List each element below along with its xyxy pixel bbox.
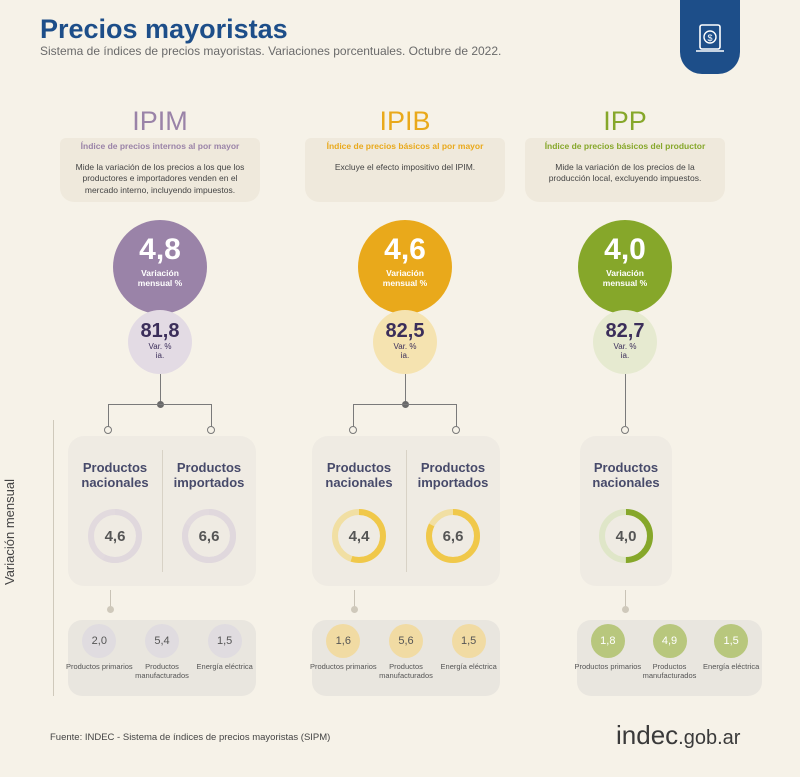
svg-text:$: $ [707,33,712,43]
vertical-label-bar [34,420,54,696]
product-ring [182,509,236,563]
subcategory-value: 4,9 [652,624,687,658]
product-label: Productos importados [173,460,245,491]
monthly-label: Variación mensual % [382,268,428,288]
product-ring [426,509,480,563]
connector-line [108,404,109,428]
product-value: 4,6 [104,528,126,545]
subcategory-value: 1,5 [451,624,486,658]
index-name-tag: Índice de precios básicos del productor [525,138,725,154]
annual-value: 81,8 [140,320,180,342]
column-title-ipim: IPIM [132,106,188,136]
connector-end [207,426,215,434]
price-tag-icon: $ [696,24,724,52]
subcategory-label: Productos primarios [65,662,133,671]
subcategory-value: 2,0 [82,624,117,658]
connector-end [452,426,460,434]
subcategory-value: 1,6 [326,624,361,658]
product-label: Productos nacionales [81,460,149,491]
subcategory-label: Productos manufacturados [642,662,697,680]
monthly-variation-circle: 4,6 Variación mensual % [358,220,452,314]
column-title-ipp: IPP [603,106,647,136]
panel-divider [162,450,163,572]
indec-logo: indec.gob.ar [616,720,740,751]
subcategory-label: Productos primarios [309,662,377,671]
connector-line [354,590,355,608]
connector-end [621,426,629,434]
subcategory-value: 1,8 [590,624,625,658]
connector-dot [351,606,358,613]
monthly-value: 4,0 [604,233,646,266]
subcategory-label: Productos manufacturados [379,662,433,680]
product-label: Productos nacionales [592,460,660,491]
connector-line [456,404,457,428]
product-label: Productos nacionales [325,460,393,491]
connector-line [353,404,354,428]
page-title: Precios mayoristas [40,14,288,44]
vertical-label: Variación mensual [2,479,17,585]
monthly-label: Variación mensual % [602,268,648,288]
subcategory-label: Energía eléctrica [703,662,760,671]
logo-domain: .gob.ar [678,727,741,749]
product-value: 6,6 [198,528,220,545]
subcategory-label: Productos manufacturados [135,662,189,680]
index-description: Mide la variación de los precios de la p… [525,152,725,202]
product-label: Productos importados [417,460,489,491]
product-value: 6,6 [442,528,464,545]
connector-line [110,590,111,608]
page-subtitle: Sistema de índices de precios mayoristas… [40,44,502,58]
connector-line [625,374,626,426]
connector-line [211,404,212,428]
connector-end [104,426,112,434]
connector-line [108,404,212,405]
annual-variation-circle: 82,7 Var. % ia. [593,310,657,374]
logo-brand: indec [616,720,679,750]
annual-value: 82,7 [605,320,645,342]
subcategory-value: 1,5 [207,624,242,658]
monthly-value: 4,6 [384,233,426,266]
annual-value: 82,5 [385,320,425,342]
annual-label: Var. % ia. [613,342,637,360]
column-title-ipib: IPIB [379,106,431,136]
product-ring [88,509,142,563]
connector-line [405,374,406,404]
monthly-variation-circle: 4,8 Variación mensual % [113,220,207,314]
index-name-tag: Índice de precios básicos al por mayor [305,138,505,154]
product-ring [332,509,386,563]
monthly-label: Variación mensual % [137,268,183,288]
product-ring [599,509,653,563]
subcategory-label: Productos primarios [574,662,642,671]
subcategory-value: 5,4 [145,624,179,658]
index-description: Excluye el efecto impositivo del IPIM. [305,152,505,202]
subcategory-label: Energía eléctrica [440,662,497,671]
annual-variation-circle: 82,5 Var. % ia. [373,310,437,374]
connector-dot [107,606,114,613]
annual-label: Var. % ia. [393,342,417,360]
connector-dot [622,606,629,613]
index-name-tag: Índice de precios internos al por mayor [60,138,260,154]
header-badge: $ [680,0,740,74]
connector-end [349,426,357,434]
annual-label: Var. % ia. [148,342,172,360]
connector-line [353,404,457,405]
product-value: 4,4 [348,528,370,545]
connector-line [625,590,626,608]
monthly-value: 4,8 [139,233,181,266]
index-description: Mide la variación de los precios a los q… [60,152,260,202]
annual-variation-circle: 81,8 Var. % ia. [128,310,192,374]
subcategory-value: 1,5 [714,624,749,658]
source-note: Fuente: INDEC - Sistema de índices de pr… [50,732,331,743]
subcategory-value: 5,6 [389,624,423,658]
product-value: 4,0 [615,528,637,545]
connector-line [160,374,161,404]
monthly-variation-circle: 4,0 Variación mensual % [578,220,672,314]
subcategory-label: Energía eléctrica [196,662,253,671]
panel-divider [406,450,407,572]
